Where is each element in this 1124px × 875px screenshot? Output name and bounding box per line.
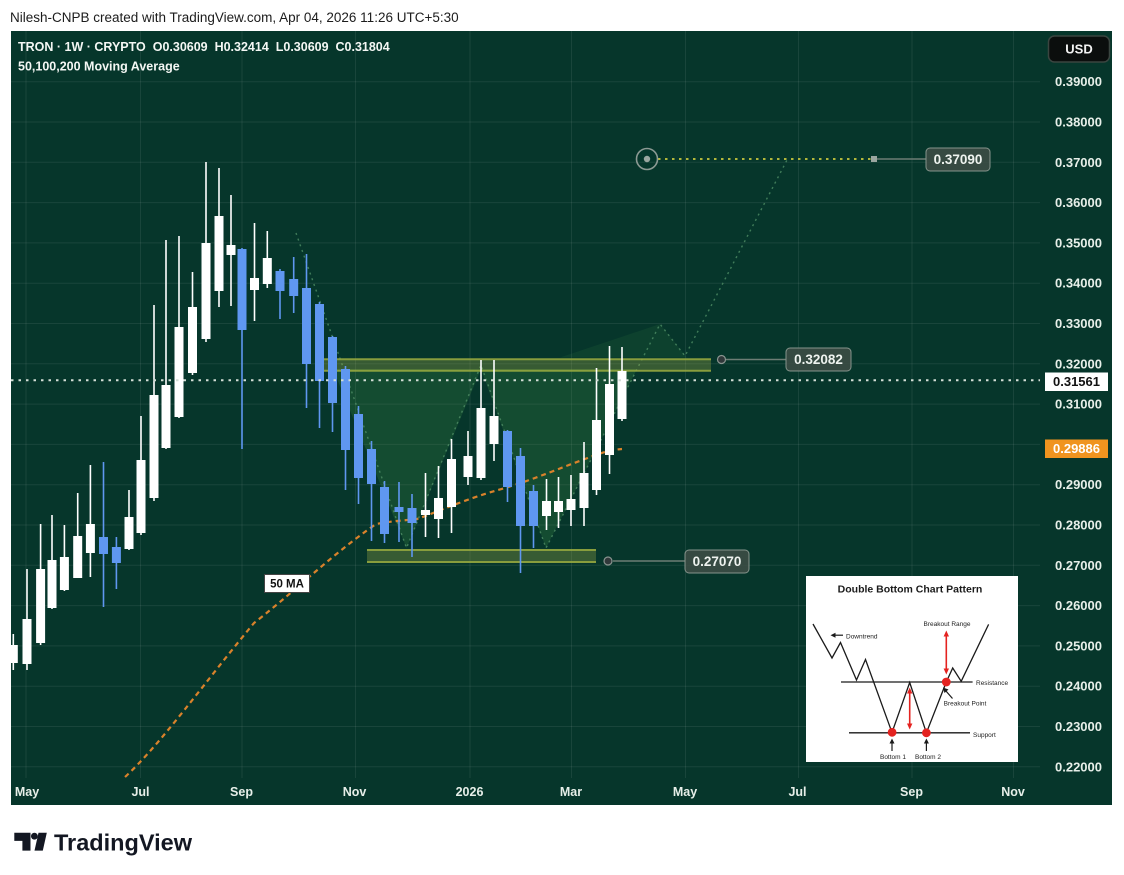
svg-text:Jul: Jul (131, 785, 149, 799)
svg-text:Sep: Sep (230, 785, 253, 799)
svg-text:0.27000: 0.27000 (1055, 558, 1102, 573)
svg-text:50,100,200 Moving Average: 50,100,200 Moving Average (18, 60, 180, 74)
svg-text:0.32000: 0.32000 (1055, 356, 1102, 371)
svg-text:0.22000: 0.22000 (1055, 759, 1102, 774)
svg-text:0.28000: 0.28000 (1055, 518, 1102, 533)
svg-text:0.25000: 0.25000 (1055, 638, 1102, 653)
svg-text:2026: 2026 (456, 785, 484, 799)
svg-text:Breakout Range: Breakout Range (924, 621, 971, 628)
svg-text:0.34000: 0.34000 (1055, 276, 1102, 291)
svg-text:0.32082: 0.32082 (794, 352, 843, 367)
svg-text:0.33000: 0.33000 (1055, 316, 1102, 331)
svg-text:50 MA: 50 MA (270, 579, 304, 591)
svg-text:0.38000: 0.38000 (1055, 115, 1102, 130)
svg-text:0.31561: 0.31561 (1053, 374, 1100, 389)
svg-text:May: May (15, 785, 39, 799)
svg-text:0.26000: 0.26000 (1055, 598, 1102, 613)
svg-text:USD: USD (1065, 42, 1092, 57)
svg-text:0.29886: 0.29886 (1053, 441, 1100, 456)
svg-text:Double Bottom Chart Pattern: Double Bottom Chart Pattern (838, 584, 983, 596)
svg-text:0.23000: 0.23000 (1055, 719, 1102, 734)
svg-text:Nov: Nov (343, 785, 367, 799)
svg-text:0.24000: 0.24000 (1055, 679, 1102, 694)
svg-text:Jul: Jul (788, 785, 806, 799)
svg-text:Sep: Sep (900, 785, 923, 799)
svg-text:Mar: Mar (560, 785, 582, 799)
svg-text:0.31000: 0.31000 (1055, 397, 1102, 412)
svg-text:0.37090: 0.37090 (934, 152, 983, 167)
svg-text:TRON · 1W · CRYPTO O0.30609: TRON · 1W · CRYPTO O0.30609 H0.32414 L0.… (18, 40, 390, 54)
svg-text:Downtrend: Downtrend (846, 634, 878, 641)
svg-text:0.37000: 0.37000 (1055, 155, 1102, 170)
svg-text:Support: Support (973, 732, 996, 739)
svg-text:0.29000: 0.29000 (1055, 477, 1102, 492)
svg-text:Bottom 1: Bottom 1 (880, 754, 906, 761)
svg-text:Bottom 2: Bottom 2 (915, 754, 941, 761)
svg-text:0.36000: 0.36000 (1055, 195, 1102, 210)
svg-text:May: May (673, 785, 697, 799)
svg-text:0.35000: 0.35000 (1055, 235, 1102, 250)
svg-text:Breakout Point: Breakout Point (944, 701, 987, 708)
svg-text:0.39000: 0.39000 (1055, 74, 1102, 89)
svg-text:Resistance: Resistance (976, 680, 1009, 687)
svg-text:Nilesh-CNPB created with Tradi: Nilesh-CNPB created with TradingView.com… (10, 10, 459, 25)
svg-text:TradingView: TradingView (54, 830, 193, 856)
svg-text:Nov: Nov (1001, 785, 1025, 799)
svg-text:0.27070: 0.27070 (693, 554, 742, 569)
